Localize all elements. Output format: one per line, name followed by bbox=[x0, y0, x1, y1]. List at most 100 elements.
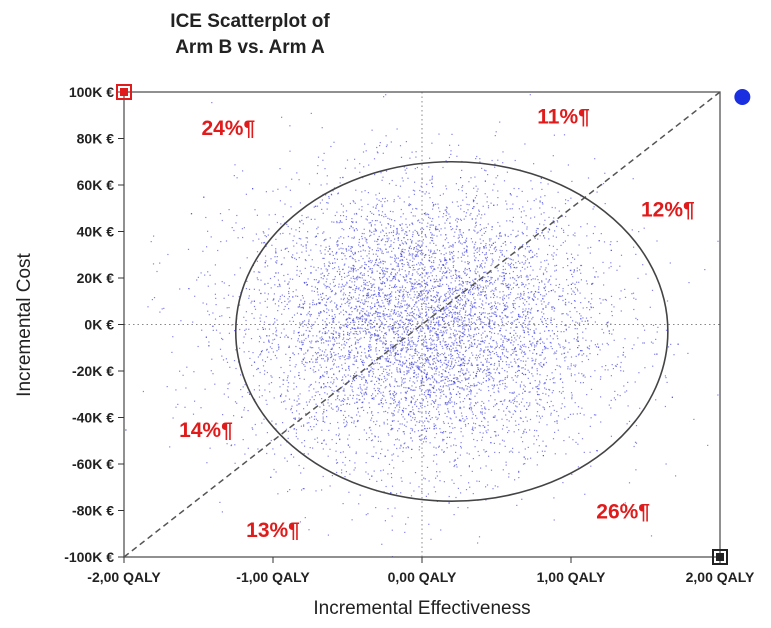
scatter-point bbox=[399, 289, 401, 291]
scatter-point bbox=[382, 323, 384, 325]
scatter-point bbox=[433, 391, 435, 393]
scatter-point bbox=[494, 372, 496, 374]
scatter-point bbox=[574, 328, 576, 330]
scatter-point bbox=[379, 272, 381, 275]
scatter-point bbox=[547, 347, 549, 350]
scatter-point bbox=[438, 301, 440, 303]
scatter-point bbox=[435, 447, 437, 449]
scatter-point bbox=[375, 205, 377, 207]
scatter-point bbox=[364, 237, 366, 239]
scatter-point bbox=[473, 384, 475, 387]
scatter-point bbox=[540, 300, 542, 302]
scatter-point bbox=[466, 336, 469, 338]
scatter-point bbox=[544, 286, 547, 288]
scatter-point bbox=[472, 428, 474, 430]
scatter-point bbox=[490, 363, 493, 365]
scatter-point bbox=[436, 475, 438, 477]
scatter-point bbox=[389, 300, 391, 302]
scatter-point bbox=[382, 346, 384, 348]
scatter-point bbox=[347, 438, 349, 440]
scatter-point bbox=[379, 221, 381, 223]
scatter-point bbox=[554, 291, 556, 293]
scatter-point bbox=[544, 450, 546, 452]
scatter-point bbox=[519, 348, 521, 350]
scatter-point bbox=[454, 359, 456, 361]
scatter-point bbox=[317, 156, 320, 158]
scatter-point bbox=[303, 488, 305, 490]
scatter-point bbox=[390, 231, 393, 234]
scatter-point bbox=[499, 249, 501, 251]
scatter-point bbox=[530, 208, 532, 210]
scatter-point bbox=[334, 258, 336, 260]
scatter-point bbox=[470, 328, 472, 330]
scatter-point bbox=[626, 390, 628, 392]
scatter-point bbox=[380, 440, 382, 443]
scatter-point bbox=[502, 469, 504, 471]
scatter-point bbox=[518, 358, 520, 360]
scatter-point bbox=[522, 308, 524, 310]
scatter-point bbox=[396, 438, 398, 440]
scatter-point bbox=[368, 375, 370, 377]
scatter-point bbox=[520, 216, 522, 218]
scatter-point bbox=[286, 247, 288, 249]
scatter-point bbox=[409, 294, 411, 296]
scatter-point bbox=[390, 310, 392, 312]
scatter-point bbox=[320, 268, 322, 270]
scatter-point bbox=[395, 353, 397, 355]
scatter-point bbox=[341, 278, 343, 281]
scatter-point bbox=[397, 340, 399, 343]
scatter-point bbox=[460, 427, 462, 429]
scatter-point bbox=[510, 416, 513, 418]
scatter-point bbox=[236, 214, 238, 217]
scatter-point bbox=[452, 358, 454, 360]
scatter-point bbox=[446, 323, 449, 325]
scatter-point bbox=[635, 317, 637, 319]
scatter-point bbox=[574, 374, 576, 376]
scatter-point bbox=[486, 335, 488, 338]
scatter-point bbox=[502, 299, 504, 301]
scatter-point bbox=[465, 378, 467, 380]
scatter-point bbox=[507, 257, 509, 259]
scatter-point bbox=[449, 327, 451, 329]
scatter-point bbox=[397, 401, 400, 404]
scatter-point bbox=[348, 369, 350, 371]
scatter-point bbox=[343, 356, 345, 358]
scatter-point bbox=[385, 227, 387, 229]
scatter-point bbox=[486, 196, 488, 198]
scatter-point bbox=[631, 348, 633, 350]
scatter-point bbox=[324, 321, 326, 323]
scatter-point bbox=[450, 245, 453, 247]
scatter-point bbox=[411, 307, 413, 309]
scatter-point bbox=[439, 279, 441, 281]
scatter-point bbox=[345, 425, 347, 427]
scatter-point bbox=[468, 466, 470, 468]
scatter-point bbox=[427, 291, 429, 293]
scatter-point bbox=[498, 360, 500, 363]
scatter-point bbox=[332, 281, 335, 283]
scatter-point bbox=[467, 261, 469, 263]
scatter-point bbox=[335, 337, 338, 339]
scatter-point bbox=[360, 388, 362, 390]
scatter-point bbox=[307, 334, 310, 336]
scatter-point bbox=[444, 257, 446, 259]
scatter-point bbox=[366, 393, 368, 395]
scatter-point bbox=[384, 358, 386, 360]
scatter-point bbox=[325, 246, 327, 248]
scatter-point bbox=[338, 222, 340, 224]
scatter-point bbox=[400, 377, 403, 379]
scatter-point bbox=[637, 337, 639, 339]
scatter-point bbox=[531, 251, 534, 253]
scatter-point bbox=[312, 304, 314, 306]
scatter-point bbox=[364, 352, 366, 354]
scatter-point bbox=[411, 385, 413, 387]
scatter-point bbox=[417, 220, 419, 222]
scatter-point bbox=[465, 281, 467, 283]
scatter-point bbox=[522, 283, 524, 285]
scatter-point bbox=[385, 232, 387, 234]
scatter-point bbox=[307, 326, 309, 329]
scatter-point bbox=[479, 161, 481, 163]
scatter-point bbox=[299, 377, 301, 380]
scatter-point bbox=[457, 313, 459, 315]
scatter-point bbox=[584, 297, 586, 299]
scatter-point bbox=[499, 225, 501, 227]
